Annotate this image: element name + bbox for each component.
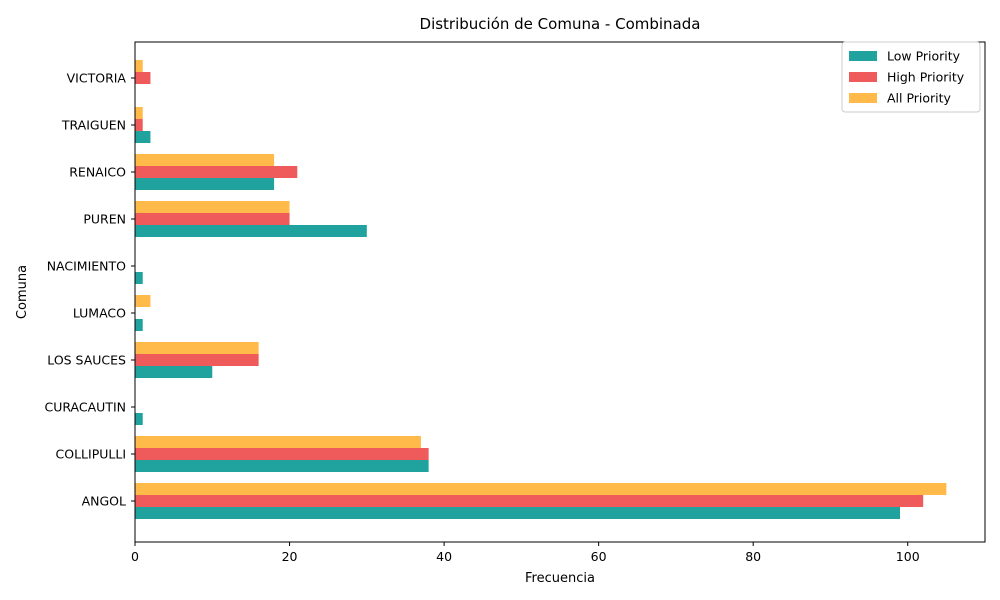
bar-high-priority-victoria	[135, 72, 151, 84]
chart-title: Distribución de Comuna - Combinada	[420, 15, 701, 33]
bar-all-priority-traiguen	[135, 107, 143, 119]
y-tick-label: RENAICO	[69, 165, 126, 180]
x-tick-label: 0	[131, 549, 139, 564]
bar-high-priority-collipulli	[135, 448, 429, 460]
bar-low-priority-puren	[135, 225, 367, 237]
legend-label: Low Priority	[887, 49, 961, 64]
legend-label: All Priority	[887, 91, 952, 106]
x-tick-label: 80	[745, 549, 761, 564]
bar-low-priority-traiguen	[135, 131, 151, 143]
bar-low-priority-nacimiento	[135, 272, 143, 284]
x-axis-label: Frecuencia	[525, 571, 595, 586]
bar-low-priority-los-sauces	[135, 366, 213, 378]
plot-frame	[134, 41, 986, 543]
y-tick-label: LOS SAUCES	[47, 353, 126, 368]
y-axis-label: Comuna	[15, 265, 30, 319]
y-tick-label: NACIMIENTO	[47, 259, 126, 274]
bar-all-priority-victoria	[135, 60, 143, 72]
bar-all-priority-renaico	[135, 154, 275, 166]
bar-low-priority-angol	[135, 507, 900, 519]
x-axis-ticks: 0 20 40 60 80 100	[131, 542, 920, 564]
bar-low-priority-curacautin	[135, 413, 143, 425]
y-axis-ticks: ANGOL COLLIPULLI CURACAUTIN LOS SAUCES LUMAC…	[45, 71, 135, 509]
y-tick-label: LUMACO	[73, 306, 126, 321]
bar-high-priority-angol	[135, 495, 924, 507]
legend: Low Priority High Priority All Priority	[841, 41, 981, 113]
legend-swatch	[849, 51, 877, 61]
legend-label: High Priority	[887, 70, 965, 85]
legend-swatch	[849, 72, 877, 82]
bar-low-priority-collipulli	[135, 460, 429, 472]
bar-high-priority-puren	[135, 213, 290, 225]
bar-high-priority-traiguen	[135, 119, 143, 131]
x-tick-label: 60	[591, 549, 607, 564]
bar-all-priority-lumaco	[135, 295, 151, 307]
y-tick-label: TRAIGUEN	[61, 118, 126, 133]
legend-swatch	[849, 93, 877, 103]
x-tick-label: 100	[896, 549, 920, 564]
bar-all-priority-angol	[135, 483, 947, 495]
y-tick-label: ANGOL	[82, 494, 126, 509]
bar-low-priority-lumaco	[135, 319, 143, 331]
bar-low-priority-renaico	[135, 178, 275, 190]
x-tick-label: 20	[282, 549, 298, 564]
x-tick-label: 40	[436, 549, 452, 564]
bar-all-priority-los-sauces	[135, 342, 259, 354]
bar-all-priority-collipulli	[135, 436, 421, 448]
y-tick-label: PUREN	[83, 212, 126, 227]
bar-high-priority-los-sauces	[135, 354, 259, 366]
y-tick-label: CURACAUTIN	[45, 400, 127, 415]
y-tick-label: VICTORIA	[67, 71, 127, 86]
y-tick-label: COLLIPULLI	[56, 447, 126, 462]
bars-group	[135, 60, 947, 519]
bar-all-priority-puren	[135, 201, 290, 213]
bar-high-priority-renaico	[135, 166, 298, 178]
